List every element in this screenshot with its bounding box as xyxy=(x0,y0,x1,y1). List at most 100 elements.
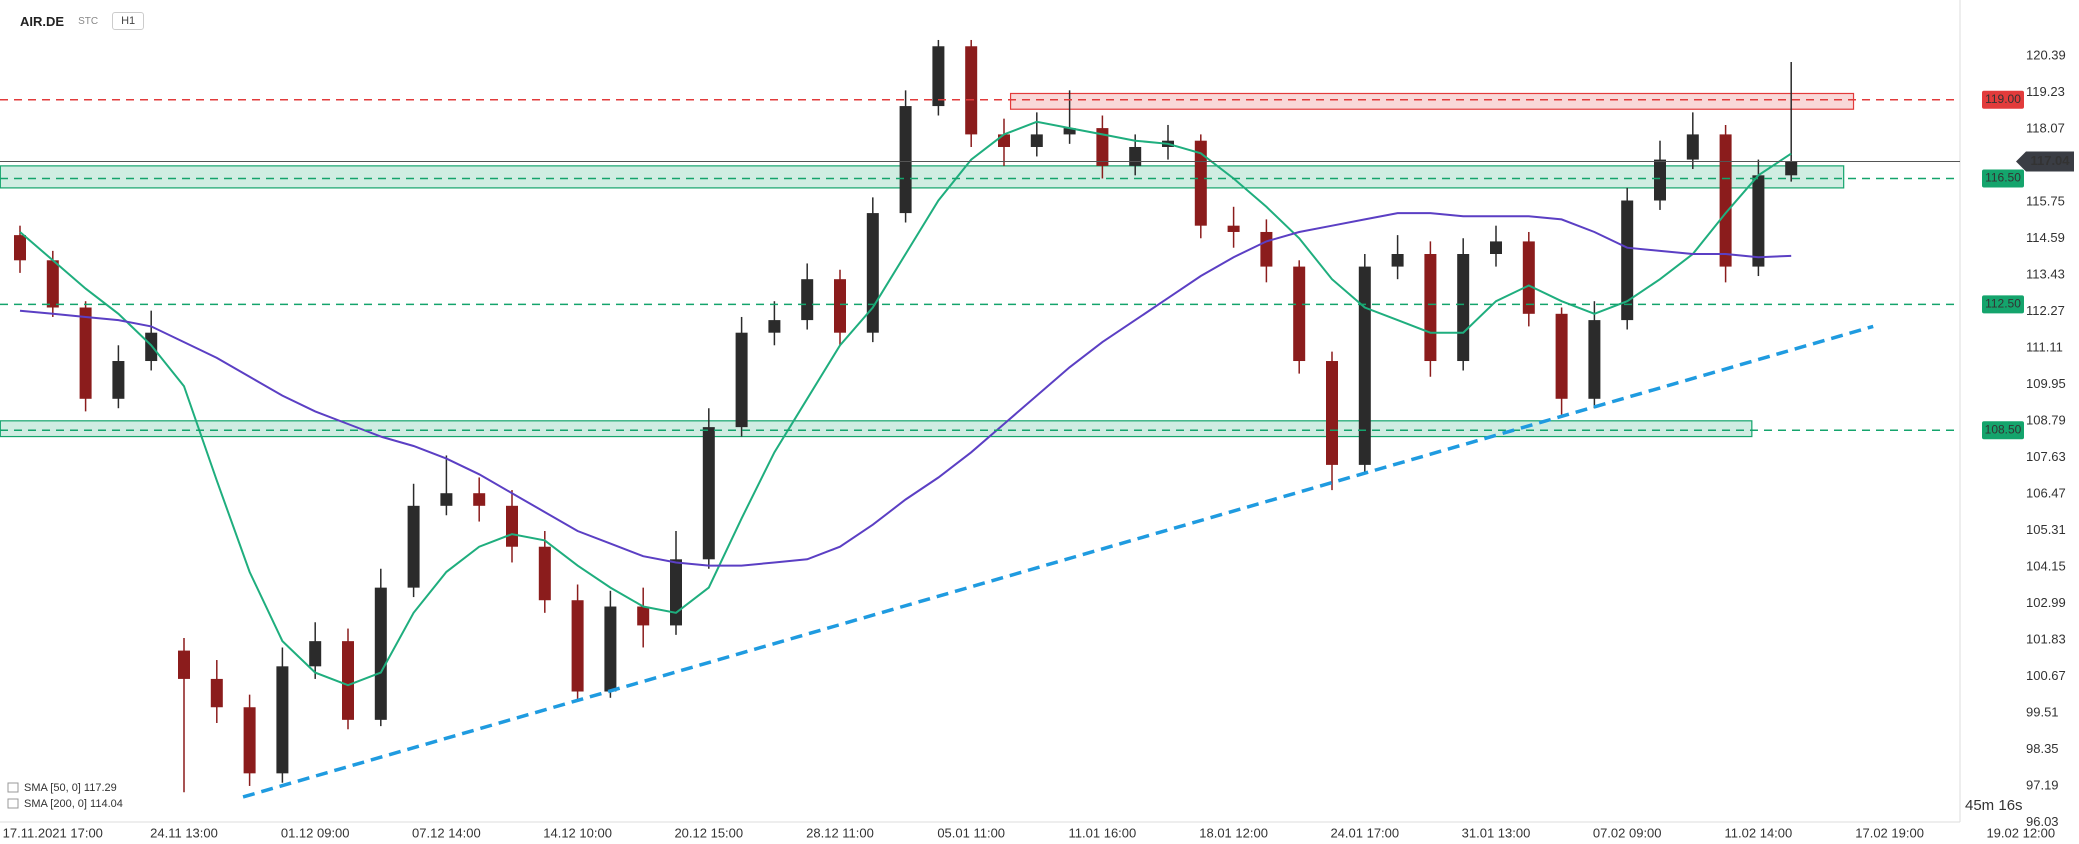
candle-body xyxy=(506,505,518,547)
candle-body xyxy=(1129,146,1142,166)
x-tick-label: 01.12 09:00 xyxy=(281,825,350,840)
x-tick-label: 05.01 11:00 xyxy=(937,825,1005,840)
candle-body xyxy=(1588,320,1601,399)
legend-icon xyxy=(7,782,19,793)
x-tick-label: 17.02 19:00 xyxy=(1855,825,1924,840)
x-tick-label: 31.01 13:00 xyxy=(1462,825,1531,840)
candle-body xyxy=(998,134,1010,147)
candle-body xyxy=(1096,128,1109,166)
candle-body xyxy=(1785,161,1798,176)
y-tick-label: 112.27 xyxy=(2026,303,2065,318)
candle-body xyxy=(1752,175,1765,267)
y-tick-label: 113.43 xyxy=(2026,267,2065,282)
candle-body xyxy=(1391,254,1404,267)
y-tick-label: 114.59 xyxy=(2026,230,2065,245)
symbol[interactable]: AIR.DE xyxy=(20,13,65,29)
y-tick-label: 101.83 xyxy=(2026,632,2066,647)
candle-body xyxy=(374,587,387,720)
x-tick-label: 24.01 17:00 xyxy=(1330,825,1399,840)
interval[interactable]: H1 xyxy=(112,12,145,30)
level-label-bg xyxy=(1982,421,2024,440)
level-label-bg xyxy=(1982,295,2024,314)
candle-body xyxy=(571,600,584,692)
candle-body xyxy=(46,260,59,308)
candle-body xyxy=(965,46,978,135)
candle-body xyxy=(1326,361,1338,465)
zone xyxy=(1009,92,1855,110)
candle-body xyxy=(1719,134,1732,267)
x-tick-label: 18.01 12:00 xyxy=(1199,825,1268,840)
y-tick-label: 119.23 xyxy=(2026,84,2065,99)
x-tick-label: 17.11.2021 17:00 xyxy=(3,825,103,840)
market[interactable]: STC xyxy=(78,15,99,27)
candle-body xyxy=(210,678,223,708)
last-price-bg xyxy=(2016,151,2074,172)
candle-body xyxy=(670,559,682,626)
y-tick-label: 96.03 xyxy=(2026,814,2059,829)
candle-body xyxy=(768,320,781,333)
candle-body xyxy=(801,279,814,321)
last-price-label: 117.04 xyxy=(2030,153,2070,168)
x-tick-label: 28.12 11:00 xyxy=(806,825,874,840)
candle-body xyxy=(79,307,92,399)
candle-body xyxy=(637,606,650,626)
candle-body xyxy=(1358,266,1371,465)
level-label-bg xyxy=(1982,90,2024,109)
sma-line xyxy=(19,212,1792,567)
candle-body xyxy=(1686,134,1699,160)
level-label: 119.00 xyxy=(1985,92,2021,106)
candle-body xyxy=(112,361,125,399)
x-tick-label: 20.12 15:00 xyxy=(674,825,743,840)
legend-entry: SMA [200, 0] 114.04 xyxy=(24,798,123,810)
candle-body xyxy=(604,606,617,692)
candle-body xyxy=(1457,254,1470,362)
candle-body xyxy=(1063,128,1076,135)
candle-body xyxy=(932,46,945,107)
y-tick-label: 118.07 xyxy=(2026,120,2065,135)
candle-body xyxy=(1522,241,1535,314)
legend-icon xyxy=(7,798,19,809)
candle-body xyxy=(178,650,190,679)
candle-body xyxy=(1555,313,1568,399)
candle-body xyxy=(1490,241,1502,255)
candle-body xyxy=(735,332,748,428)
y-tick-label: 111.11 xyxy=(2026,340,2063,355)
x-tick-label: 19.02 12:00 xyxy=(1986,825,2055,840)
y-tick-label: 108.79 xyxy=(2026,413,2066,428)
candle-body xyxy=(1293,266,1306,362)
candle-body xyxy=(1227,225,1240,232)
level-label: 112.50 xyxy=(1985,297,2021,311)
y-tick-label: 109.95 xyxy=(2026,376,2066,391)
plot-area xyxy=(0,39,1855,793)
candle-body xyxy=(276,666,289,774)
candle-body xyxy=(1424,254,1437,362)
y-tick-label: 97.19 xyxy=(2026,778,2059,793)
y-tick-label: 99.51 xyxy=(2026,705,2059,720)
candle-body xyxy=(1654,159,1666,201)
y-tick-label: 98.35 xyxy=(2026,741,2059,756)
countdown: 45m 16s xyxy=(1965,797,2023,814)
candle-body xyxy=(1621,200,1634,321)
candle-body xyxy=(538,546,551,601)
x-tick-label: 11.01 16:00 xyxy=(1069,825,1137,840)
x-tick-label: 07.02 09:00 xyxy=(1593,825,1662,840)
level-label: 108.50 xyxy=(1985,422,2022,436)
candle-body xyxy=(866,213,879,333)
zone xyxy=(0,165,1845,189)
candle-body xyxy=(14,235,26,261)
candle-body xyxy=(440,493,453,506)
y-tick-label: 115.75 xyxy=(2026,194,2065,209)
zone xyxy=(0,420,1753,438)
y-tick-label: 100.67 xyxy=(2026,668,2066,683)
candle-body xyxy=(342,641,354,720)
candle-body xyxy=(1030,134,1043,147)
sma-line xyxy=(19,120,1792,687)
candle-body xyxy=(899,106,912,214)
candle-body xyxy=(702,427,715,560)
header: AIR.DE STC H1 xyxy=(20,12,145,30)
x-tick-label: 11.02 14:00 xyxy=(1725,825,1793,840)
candle-body xyxy=(243,707,256,774)
candle-body xyxy=(1260,231,1273,267)
